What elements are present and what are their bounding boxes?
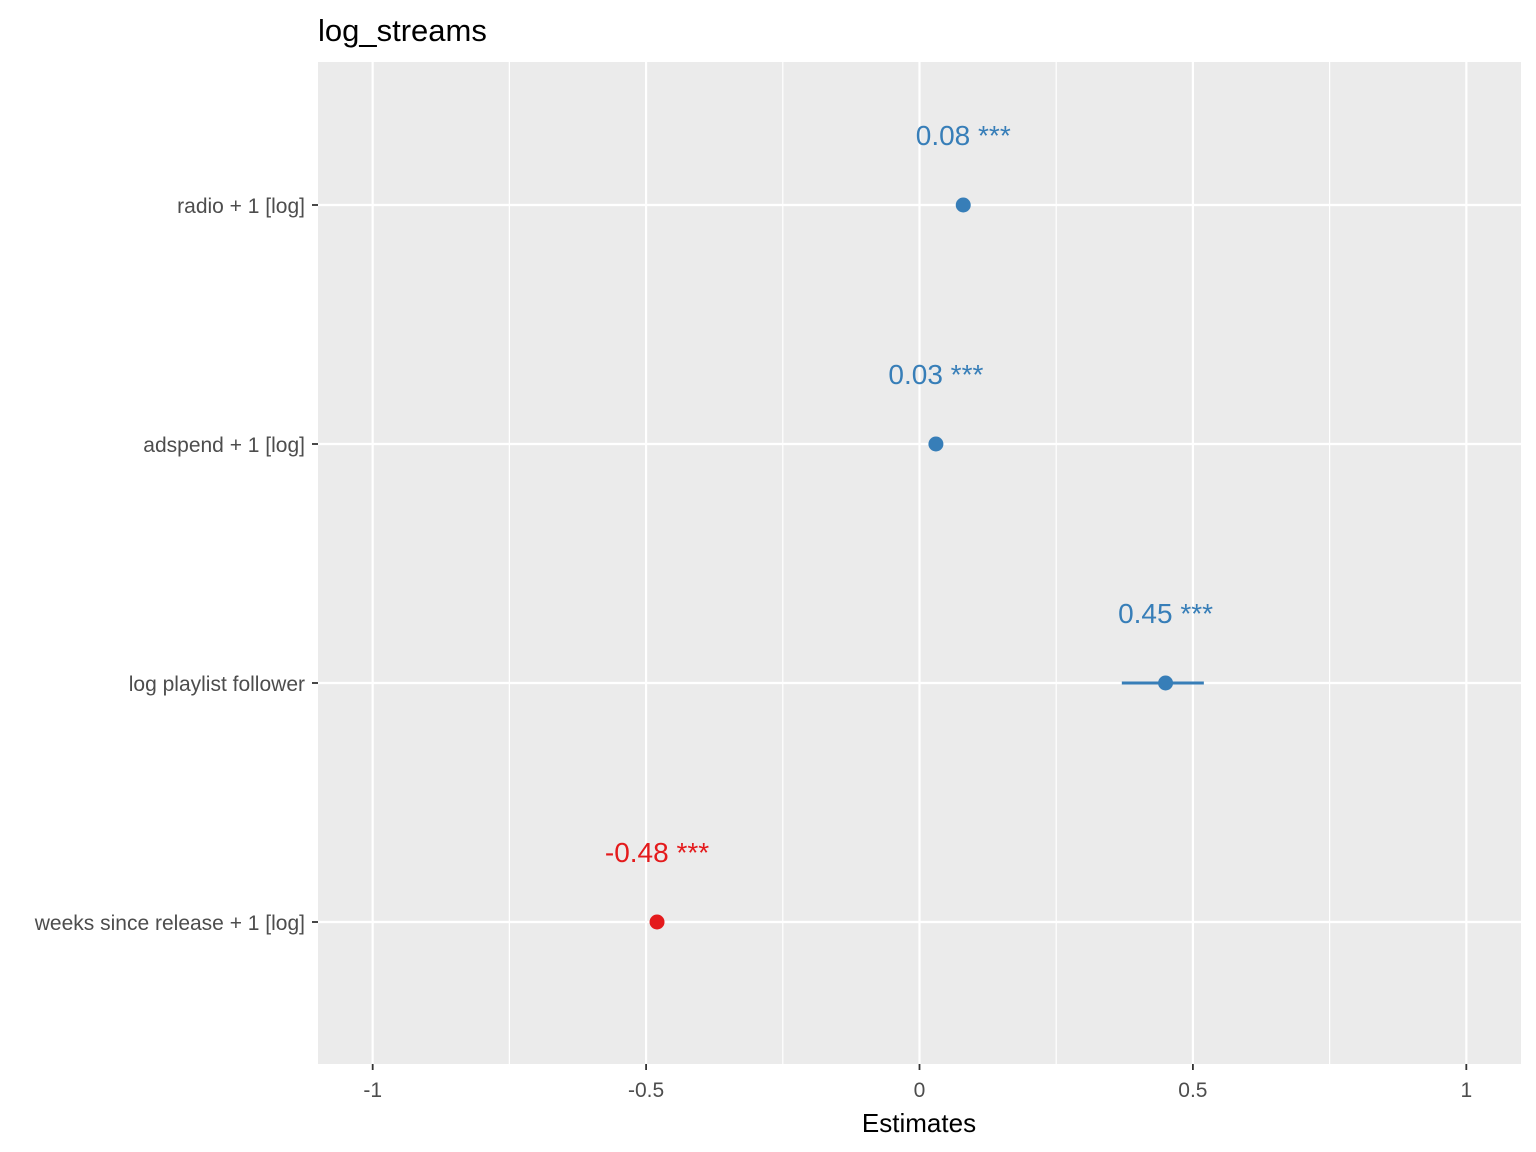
x-axis: -1 -0.5 0 0.5 1 [363,1064,1472,1102]
x-tick-label: 0 [914,1079,926,1102]
x-tick-label: -0.5 [628,1079,664,1102]
estimate-point [928,436,944,452]
estimate-marks: 0.08 *** 0.03 *** 0.45 *** -0.48 *** [605,120,1213,930]
x-tick-label: 1 [1460,1079,1472,1102]
estimate-label: 0.08 *** [916,120,1011,151]
y-axis: radio + 1 [log] adspend + 1 [log] log play… [34,195,318,935]
x-axis-title: Estimates [862,1108,976,1138]
estimate-point [955,197,971,213]
x-tick-label: 0.5 [1178,1079,1207,1102]
term-label: log playlist follower [129,673,305,696]
estimate-label: -0.48 *** [605,837,709,868]
term-label: weeks since release + 1 [log] [34,912,305,935]
chart-title: log_streams [318,13,487,48]
term-label: radio + 1 [log] [177,195,305,218]
grid-lines [318,62,1521,1064]
term-label: adspend + 1 [log] [143,434,305,457]
estimate-point [1158,675,1174,691]
estimate-label: 0.03 *** [888,359,983,390]
estimate-point [649,914,665,930]
x-tick-label: -1 [363,1079,382,1102]
estimate-label: 0.45 *** [1118,598,1213,629]
